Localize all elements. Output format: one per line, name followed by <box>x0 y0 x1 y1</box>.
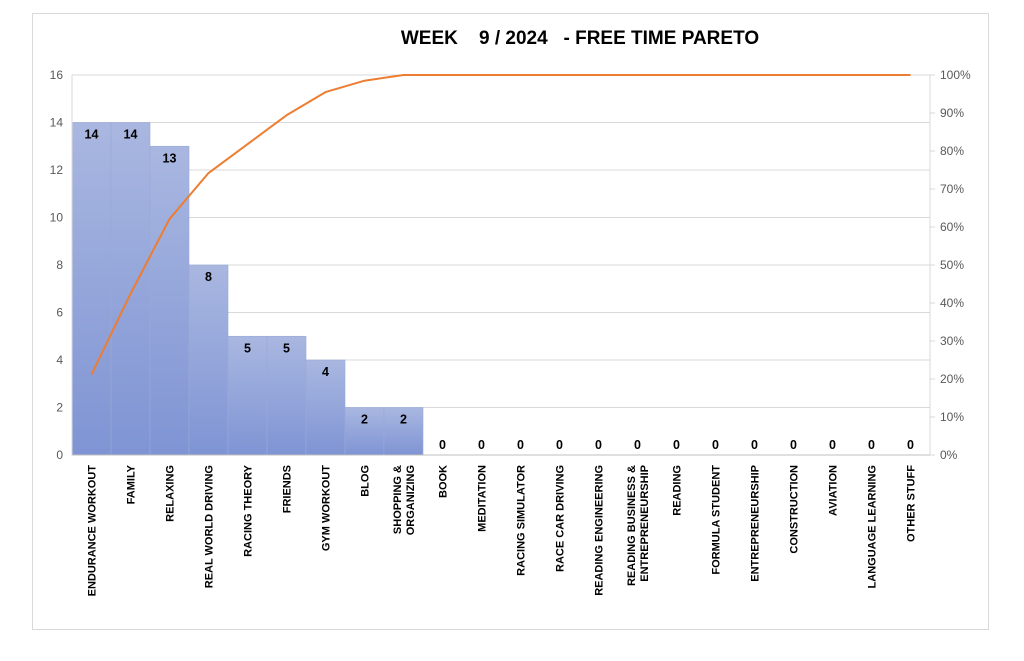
category-label: READING <box>672 465 684 516</box>
y2-tick-label: 80% <box>940 144 964 158</box>
data-label: 0 <box>595 438 602 452</box>
y2-tick-label: 0% <box>940 448 958 462</box>
category-label: BOOK <box>438 465 450 498</box>
y-tick-label: 16 <box>50 68 64 82</box>
data-label: 0 <box>478 438 485 452</box>
y2-tick-label: 20% <box>940 372 964 386</box>
data-label: 2 <box>400 413 407 427</box>
data-label: 0 <box>790 438 797 452</box>
data-label: 0 <box>673 438 680 452</box>
bars <box>71 122 424 456</box>
y-tick-label: 0 <box>56 448 63 462</box>
data-label: 0 <box>556 438 563 452</box>
cumulative-line-group <box>90 74 911 375</box>
y2-tick-label: 70% <box>940 182 964 196</box>
category-label: RACING SIMULATOR <box>516 465 528 576</box>
category-label: SHOPPING & <box>392 465 404 534</box>
data-label: 13 <box>163 151 177 165</box>
category-label: ORGANIZING <box>405 465 417 535</box>
category-label: REAL WORLD DRIVING <box>204 465 216 588</box>
y-tick-label: 4 <box>56 353 63 367</box>
category-label: CONSTRUCTION <box>789 465 801 554</box>
category-label: OTHER STUFF <box>906 465 918 542</box>
y-tick-label: 12 <box>50 163 64 177</box>
category-label: LANGUAGE LEARNING <box>867 465 879 588</box>
category-label: READING BUSINESS & <box>626 465 638 586</box>
y-tick-label: 8 <box>56 258 63 272</box>
data-label: 0 <box>829 438 836 452</box>
category-label: RACE CAR DRIVING <box>555 465 567 572</box>
y-tick-label: 10 <box>50 211 64 225</box>
y2-tick-label: 60% <box>940 220 964 234</box>
data-label: 0 <box>634 438 641 452</box>
y2-tick-label: 100% <box>940 68 971 82</box>
data-label: 2 <box>361 413 368 427</box>
bar <box>188 264 229 456</box>
cumulative-line <box>90 74 911 375</box>
y-tick-label: 6 <box>56 306 63 320</box>
data-label: 5 <box>283 341 290 355</box>
axes: 0 2 4 6 8 10 12 14 16 0% 10% 20% 30% 40% 50% 60% 70% 80% 9… <box>50 68 971 596</box>
category-label: GYM WORKOUT <box>321 465 333 551</box>
y2-tick-label: 50% <box>940 258 964 272</box>
category-label: AVIATION <box>828 465 840 516</box>
y2-tick-label: 40% <box>940 296 964 310</box>
y2-tick-label: 10% <box>940 410 964 424</box>
category-label: READING ENGINEERING <box>594 465 606 596</box>
category-label: ENTREPRENEURSHIP <box>750 465 762 582</box>
data-label: 0 <box>439 438 446 452</box>
y2-tick-label: 90% <box>940 106 964 120</box>
y2-tick-label: 30% <box>940 334 964 348</box>
data-labels: 14 14 13 8 5 5 4 2 2 0 0 0 0 0 0 0 0 0 0 0 0 0 <box>85 128 914 453</box>
y-tick-label: 2 <box>56 401 63 415</box>
data-label: 0 <box>907 438 914 452</box>
data-label: 14 <box>124 128 138 142</box>
category-label: BLOG <box>360 465 372 497</box>
chart-title: WEEK 9 / 2024 - FREE TIME PARETO <box>401 28 759 49</box>
data-label: 4 <box>322 365 329 379</box>
y-tick-label: 14 <box>50 116 64 130</box>
category-label: MEDITATION <box>477 465 489 532</box>
category-label: RACING THEORY <box>243 464 255 557</box>
data-label: 0 <box>712 438 719 452</box>
category-label: ENDURANCE WORKOUT <box>87 465 99 597</box>
data-label: 0 <box>751 438 758 452</box>
data-label: 8 <box>205 270 212 284</box>
category-label: FRIENDS <box>282 465 294 513</box>
category-label: ENTREPRENEURSHIP <box>639 465 651 582</box>
data-label: 5 <box>244 341 251 355</box>
data-label: 0 <box>517 438 524 452</box>
bar <box>71 122 112 456</box>
bar <box>383 407 424 456</box>
data-label: 0 <box>868 438 875 452</box>
bar <box>110 122 151 456</box>
category-label: FORMULA STUDENT <box>711 465 723 575</box>
bar <box>149 145 190 456</box>
category-label: RELAXING <box>165 465 177 522</box>
category-label: FAMILY <box>126 464 138 504</box>
data-label: 14 <box>85 128 99 142</box>
